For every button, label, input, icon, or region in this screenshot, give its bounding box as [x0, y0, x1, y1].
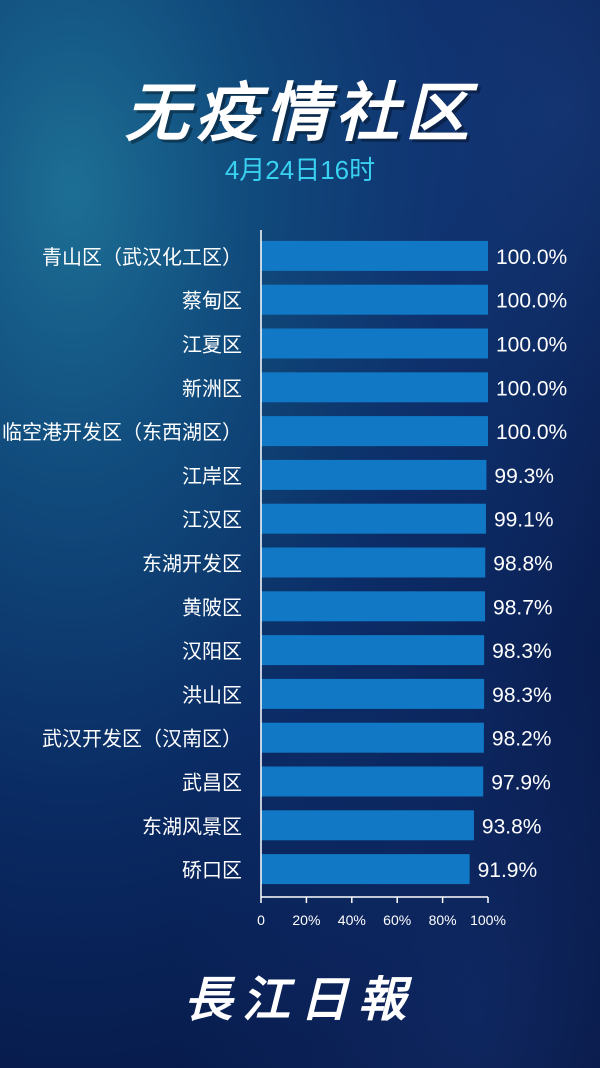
value-label: 93.8%	[482, 815, 542, 838]
value-label: 100.0%	[496, 290, 567, 313]
bar	[261, 459, 487, 490]
bar	[261, 678, 485, 709]
category-label: 江夏区	[182, 334, 242, 357]
bar	[261, 854, 470, 885]
category-label: 江岸区	[182, 465, 242, 488]
bar	[261, 284, 488, 315]
value-label: 98.3%	[492, 640, 552, 663]
bar	[261, 328, 488, 359]
value-label: 100.0%	[496, 421, 567, 444]
x-tick-label: 80%	[429, 912, 457, 928]
brand-logo: 長江日報	[183, 972, 416, 1028]
bar	[261, 591, 486, 622]
bar	[261, 503, 486, 534]
value-label: 100.0%	[496, 246, 567, 269]
category-label: 青山区（武汉化工区）	[42, 246, 242, 269]
bar-chart: 青山区（武汉化工区） 100.0% 蔡甸区 100.0% 江夏区 100.0% 新洲区 100…	[2, 230, 567, 928]
value-label: 98.2%	[492, 728, 552, 751]
bar	[261, 810, 474, 841]
date-subtitle: 4月24日16时	[224, 155, 376, 185]
x-tick-label: 20%	[292, 912, 320, 928]
value-label: 97.9%	[491, 772, 551, 795]
category-label: 东湖开发区	[142, 553, 242, 576]
category-label: 东湖风景区	[142, 815, 242, 838]
bar	[261, 416, 488, 447]
value-label: 98.8%	[493, 553, 553, 576]
category-label: 武汉开发区（汉南区）	[42, 728, 242, 751]
bar	[261, 722, 484, 753]
value-label: 98.7%	[493, 596, 553, 619]
category-label: 汉阳区	[182, 640, 242, 663]
bar	[261, 240, 488, 271]
bar	[261, 766, 484, 797]
bar	[261, 547, 486, 578]
category-label: 洪山区	[182, 684, 242, 707]
value-label: 98.3%	[492, 684, 552, 707]
category-label: 江汉区	[182, 509, 242, 532]
x-tick-label: 100%	[470, 912, 506, 928]
bar	[261, 372, 488, 403]
value-label: 100.0%	[496, 377, 567, 400]
category-label: 武昌区	[182, 772, 242, 795]
page-title: 无疫情社区	[125, 77, 475, 149]
category-label: 临空港开发区（东西湖区）	[2, 421, 242, 444]
value-label: 100.0%	[496, 334, 567, 357]
x-tick-label: 0	[257, 912, 265, 928]
bar	[261, 635, 485, 666]
value-label: 99.1%	[494, 509, 554, 532]
category-label: 新洲区	[182, 377, 242, 400]
x-tick-label: 40%	[338, 912, 366, 928]
x-tick-label: 60%	[383, 912, 411, 928]
category-label: 硚口区	[182, 859, 242, 882]
value-label: 91.9%	[478, 859, 538, 882]
category-label: 黄陂区	[182, 596, 242, 619]
category-label: 蔡甸区	[182, 290, 242, 313]
value-label: 99.3%	[494, 465, 554, 488]
